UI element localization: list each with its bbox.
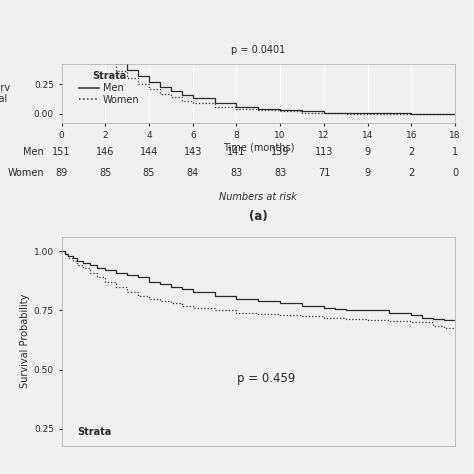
- Text: 113: 113: [315, 147, 333, 157]
- Text: 84: 84: [187, 168, 199, 179]
- Text: 144: 144: [140, 147, 158, 157]
- Legend: Men, Women: Men, Women: [78, 70, 140, 106]
- Y-axis label: Survival Probability: Survival Probability: [20, 294, 30, 389]
- Text: Strata: Strata: [77, 427, 111, 437]
- Text: 1: 1: [452, 147, 458, 157]
- Y-axis label: Surv
ival: Surv ival: [0, 83, 10, 104]
- Text: 2: 2: [408, 147, 414, 157]
- X-axis label: Time (months): Time (months): [223, 143, 294, 153]
- Text: 83: 83: [230, 168, 243, 179]
- Text: 85: 85: [99, 168, 111, 179]
- Text: (a): (a): [249, 210, 268, 223]
- Text: Numbers at risk: Numbers at risk: [219, 191, 297, 201]
- Text: 89: 89: [55, 168, 68, 179]
- Text: p = 0.459: p = 0.459: [237, 372, 295, 385]
- Text: 141: 141: [228, 147, 246, 157]
- Text: Men: Men: [23, 147, 44, 157]
- Text: 83: 83: [274, 168, 286, 179]
- Text: 0: 0: [452, 168, 458, 179]
- Text: 2: 2: [408, 168, 414, 179]
- Text: p = 0.0401: p = 0.0401: [231, 45, 285, 55]
- Text: 139: 139: [271, 147, 289, 157]
- Text: Women: Women: [8, 168, 44, 179]
- Text: 143: 143: [183, 147, 202, 157]
- Text: 151: 151: [52, 147, 71, 157]
- Text: 146: 146: [96, 147, 115, 157]
- Text: 9: 9: [365, 147, 371, 157]
- Text: 9: 9: [365, 168, 371, 179]
- Text: 85: 85: [143, 168, 155, 179]
- Text: 71: 71: [318, 168, 330, 179]
